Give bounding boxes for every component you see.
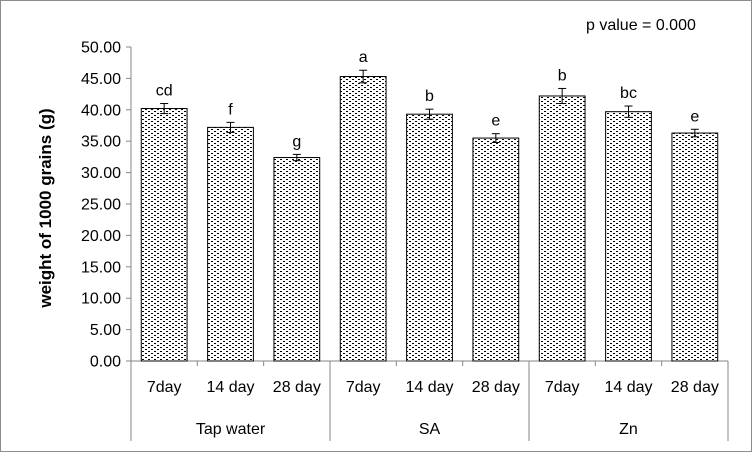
x-category-label: 14 day [405,379,453,396]
bars-layer [140,69,719,362]
y-tick-label: 10.00 [81,291,121,308]
x-category-label: 7day [346,379,381,396]
y-tick-label: 35.00 [81,134,121,151]
x-category-label: 14 day [604,379,652,396]
bar [472,137,520,362]
y-tick-label: 5.00 [90,322,121,339]
y-tick-label: 30.00 [81,165,121,182]
x-category-label: 28 day [671,379,719,396]
bar [140,108,188,362]
bar [538,95,586,362]
y-tick-label: 20.00 [81,228,121,245]
significance-label: b [558,67,567,84]
x-category-label: 7day [545,379,580,396]
y-tick-label: 0.00 [90,354,121,371]
x-group-label: SA [419,421,441,438]
x-group-label: Tap water [196,421,266,438]
bar [207,126,254,362]
labels-layer: 0.00 5.00 10.00 15.00 20.00 25.00 30.00 35.00 40… [81,40,719,439]
y-tick-label: 50.00 [81,40,121,57]
x-category-label: 7day [147,379,182,396]
y-tick-label: 15.00 [81,259,121,276]
significance-label: e [690,108,699,125]
bar [339,76,387,362]
bar [406,113,453,362]
bar [605,111,652,362]
significance-label: b [425,88,434,105]
x-category-label: 14 day [206,379,254,396]
significance-label: a [359,49,368,66]
y-tick-label: 25.00 [81,197,121,214]
x-category-label: 28 day [273,379,321,396]
y-tick-label: 40.00 [81,102,121,119]
p-value-annotation: p value = 0.000 [586,17,696,34]
bar [671,132,719,362]
y-axis-label: weight of 1000 grains (g) [36,108,55,308]
y-tick-label: 45.00 [81,71,121,88]
x-group-label: Zn [619,421,638,438]
bar [273,157,321,362]
significance-label: e [491,113,500,130]
significance-label: cd [156,83,173,100]
significance-label: f [228,101,233,118]
significance-label: g [292,133,301,150]
x-category-label: 28 day [472,379,520,396]
significance-label: bc [620,85,637,102]
